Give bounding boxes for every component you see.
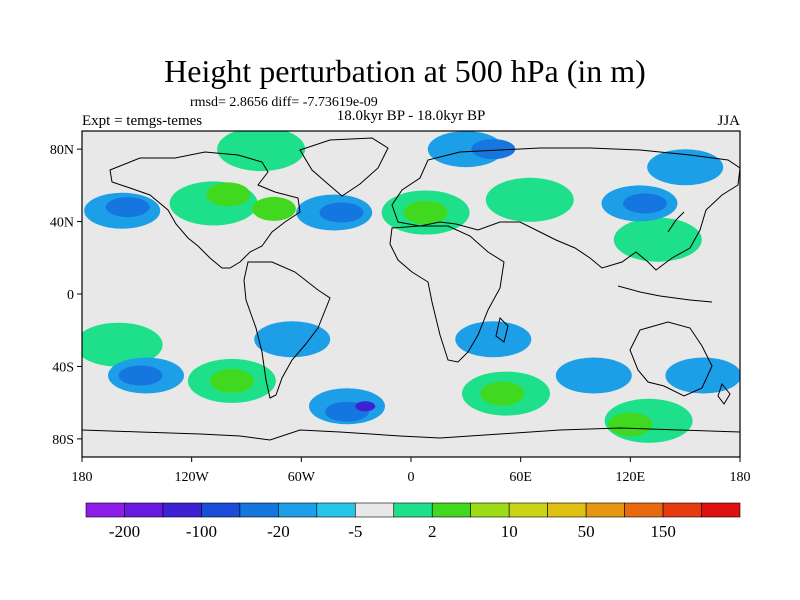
japan-coast xyxy=(667,211,685,233)
chart-title: Height perturbation at 500 hPa (in m) xyxy=(164,53,646,89)
colorbar-label-7: 150 xyxy=(650,522,676,541)
stats-line: rmsd= 2.8656 diff= -7.73619e-09 xyxy=(190,95,378,110)
colorbar-label-3: -5 xyxy=(348,522,362,541)
colorbar-swatch-4 xyxy=(239,502,279,518)
colorbar-swatch-12 xyxy=(547,502,587,518)
x-tick-label-6: 180 xyxy=(730,470,751,485)
madagascar-coast xyxy=(495,317,509,343)
north-america-coast xyxy=(109,151,301,269)
colorbar-swatch-7 xyxy=(354,502,395,518)
antarctica-coast xyxy=(82,427,740,441)
anomaly-cell-16 xyxy=(647,149,724,186)
left-label: Expt = temgs-temes xyxy=(82,113,202,129)
anomaly-cell-11 xyxy=(471,139,516,160)
colorbar-label-0: -200 xyxy=(109,522,140,541)
colorbar-swatch-15 xyxy=(662,502,702,518)
anomaly-cell-3 xyxy=(206,182,251,207)
y-tick-label-4: 80S xyxy=(52,433,74,448)
anomaly-cell-12 xyxy=(485,177,574,222)
colorbar-label-5: 10 xyxy=(501,522,518,541)
anomaly-cell-22 xyxy=(254,321,331,358)
anomaly-cell-25 xyxy=(355,401,376,412)
colorbar-swatch-11 xyxy=(508,502,548,518)
coastlines xyxy=(82,137,740,441)
x-tick-label-3: 0 xyxy=(408,470,415,485)
colorbar-label-2: -20 xyxy=(267,522,290,541)
colorbar-swatch-1 xyxy=(124,502,164,518)
colorbar-swatch-9 xyxy=(431,502,472,518)
x-tick-label-4: 60E xyxy=(509,470,532,485)
africa-coast xyxy=(389,225,505,363)
south-america-coast xyxy=(243,261,331,399)
anomaly-cell-15 xyxy=(613,217,702,262)
axis-ticks: 180 120W 60W 0 60E 120E 180 80N 40N 0 40S 80S xyxy=(50,143,751,485)
x-tick-label-0: 180 xyxy=(72,470,93,485)
colorbar-swatch-8 xyxy=(393,502,433,518)
colorbar-swatch-5 xyxy=(278,502,318,518)
colorbar-swatch-6 xyxy=(316,502,356,518)
anomaly-cell-17 xyxy=(82,322,163,367)
right-label: JJA xyxy=(717,113,740,129)
colorbar-label-4: 2 xyxy=(428,522,437,541)
new-zealand-coast xyxy=(717,382,731,405)
anomaly-field xyxy=(82,131,740,443)
anomaly-cell-19 xyxy=(118,365,163,386)
x-tick-label-2: 60W xyxy=(288,470,316,485)
anomaly-cell-4 xyxy=(251,196,296,221)
anomaly-cell-14 xyxy=(623,193,667,214)
eurasia-coast xyxy=(391,147,740,271)
anomaly-cell-9 xyxy=(403,200,448,225)
anomaly-cell-5 xyxy=(217,131,306,172)
anomaly-cell-1 xyxy=(105,197,150,218)
anomaly-cell-7 xyxy=(319,202,364,223)
anomaly-cell-32 xyxy=(455,321,532,358)
x-tick-label-1: 120W xyxy=(175,470,210,485)
anomaly-cell-28 xyxy=(555,357,632,394)
colorbar-swatch-2 xyxy=(162,502,202,518)
colorbar-swatch-10 xyxy=(470,502,510,518)
y-tick-label-2: 0 xyxy=(67,288,74,303)
colorbar-label-1: -100 xyxy=(186,522,217,541)
anomaly-cell-27 xyxy=(480,381,525,406)
colorbar-swatch-0 xyxy=(85,502,125,518)
colorbar-swatch-13 xyxy=(585,502,625,518)
australia-coast xyxy=(629,321,713,397)
colorbar-swatch-3 xyxy=(201,502,241,518)
y-tick-label-3: 40S xyxy=(52,360,74,375)
greenland-coast xyxy=(299,137,389,197)
anomaly-cell-31 xyxy=(608,412,653,437)
anomaly-cell-29 xyxy=(665,357,740,394)
colorbar: -200 -100 -20 -5 2 10 50 150 xyxy=(85,502,741,541)
colorbar-swatch-16 xyxy=(701,502,741,518)
x-tick-label-5: 120E xyxy=(616,470,646,485)
center-label: 18.0kyr BP - 18.0kyr BP xyxy=(337,108,486,124)
indonesia-coast xyxy=(617,285,713,303)
y-tick-label-0: 80N xyxy=(50,143,74,158)
colorbar-swatch-14 xyxy=(624,502,664,518)
colorbar-label-6: 50 xyxy=(578,522,595,541)
anomaly-cell-21 xyxy=(209,368,254,393)
y-tick-label-1: 40N xyxy=(50,216,74,231)
